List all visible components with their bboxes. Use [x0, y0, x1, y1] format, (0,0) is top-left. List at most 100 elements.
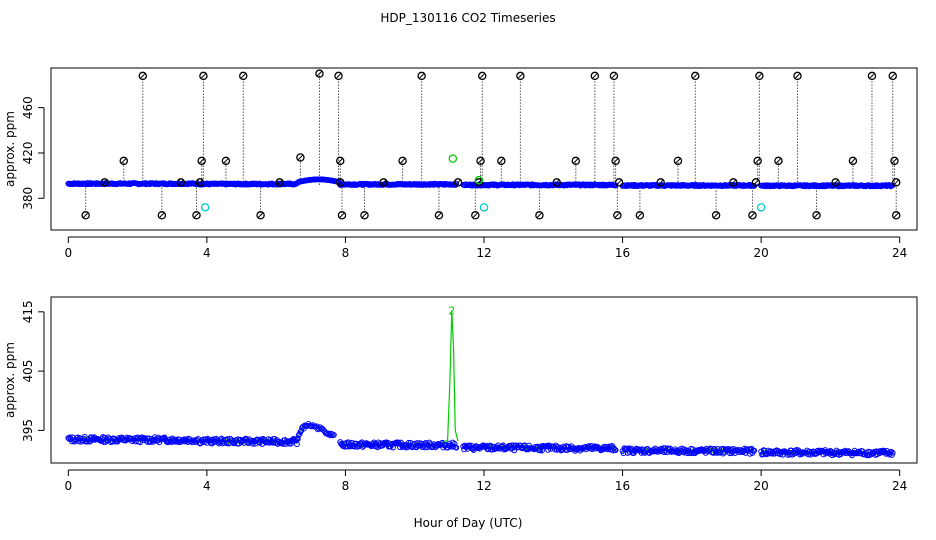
outlier-point-slash: [850, 158, 856, 164]
outlier-point: [831, 178, 840, 187]
outlier-point: [256, 211, 265, 220]
outlier-point: [157, 211, 167, 220]
outlier-point-slash: [193, 212, 200, 219]
data-point: [327, 432, 334, 439]
outlier-point: [478, 71, 487, 81]
y-axis-label: approx. ppm: [3, 342, 17, 418]
data-point: [694, 448, 700, 455]
outlier-point-slash: [553, 179, 560, 186]
data-point: [238, 439, 245, 445]
outlier-point-slash: [436, 212, 442, 219]
outlier-point: [891, 211, 901, 220]
outlier-point-slash: [337, 158, 344, 164]
outlier-point: [335, 156, 345, 166]
outlier-point-slash: [380, 179, 387, 186]
data-point: [598, 447, 605, 453]
y-tick-label: 415: [21, 300, 35, 323]
outlier-point: [434, 211, 444, 220]
outlier-point-slash: [517, 73, 524, 79]
outlier-point: [516, 71, 525, 81]
outlier-point: [793, 71, 802, 81]
outlier-point-slash: [692, 73, 699, 79]
outlier-point-slash: [754, 158, 761, 164]
outlier-point-slash: [889, 73, 896, 79]
outlier-point: [890, 156, 899, 166]
plot-frame: [50, 67, 918, 231]
outlier-point-slash: [276, 179, 283, 186]
outlier-point: [755, 71, 764, 81]
data-point: [395, 439, 402, 446]
outlier-point: [119, 156, 128, 166]
outlier-point: [656, 178, 665, 187]
data-point: [453, 444, 460, 451]
outlier-point-slash: [139, 73, 146, 79]
data-point: [751, 447, 758, 454]
flagged-point: [756, 203, 766, 212]
outlier-point-slash: [120, 158, 127, 164]
data-point: [612, 447, 619, 454]
outlier-point: [197, 156, 206, 166]
outlier-point-slash: [572, 158, 579, 164]
outlier-point: [753, 156, 762, 166]
outlier-point-slash: [475, 179, 482, 186]
x-tick-label: 24: [892, 246, 907, 260]
outlier-point-slash: [753, 179, 759, 186]
outlier-point: [138, 71, 148, 81]
outlier-point-slash: [832, 179, 839, 186]
highlight-point: [474, 175, 484, 185]
outlier-point-slash: [200, 73, 207, 79]
outlier-point: [774, 156, 783, 166]
x-tick-label: 0: [64, 246, 72, 260]
outlier-point-slash: [612, 158, 619, 164]
outlier-point: [192, 211, 201, 220]
outlier-point-slash: [477, 158, 484, 164]
outlier-point-slash: [637, 212, 643, 219]
outlier-point-slash: [316, 70, 323, 77]
outlier-point: [888, 71, 898, 81]
data-point: [113, 438, 120, 444]
outlier-point: [552, 178, 561, 187]
outlier-point-slash: [479, 73, 486, 79]
x-tick-label: 12: [476, 246, 491, 260]
outlier-point-slash: [893, 179, 900, 186]
outlier-point: [471, 211, 480, 220]
outlier-point-slash: [339, 212, 345, 219]
outlier-point: [571, 156, 581, 166]
top-panel: 0 4 8 12 16 20 24 380 420 460 approx. ppm: [3, 67, 918, 260]
outlier-point: [891, 178, 901, 187]
outlier-point: [812, 211, 821, 220]
x-tick-label: 0: [64, 479, 72, 493]
outlier-point-slash: [869, 73, 875, 79]
outlier-point: [848, 156, 858, 166]
x-tick-label: 24: [892, 479, 907, 493]
outlier-point: [474, 178, 484, 187]
outlier-point-slash: [101, 179, 108, 186]
plot-frame: [50, 296, 918, 464]
outlier-point-slash: [297, 154, 304, 161]
outlier-point: [497, 156, 506, 166]
outlier-point-slash: [794, 73, 801, 79]
highlight-point: [448, 154, 458, 163]
outlier-point-slash: [178, 179, 184, 186]
outlier-point: [239, 71, 248, 81]
y-tick-label: 380: [21, 187, 35, 210]
data-point: [330, 431, 337, 438]
outlier-point-slash: [399, 158, 406, 164]
outlier-point: [335, 178, 345, 187]
outlier-point: [360, 211, 369, 220]
outlier-point-slash: [158, 212, 165, 219]
x-tick-label: 4: [203, 479, 211, 493]
outlier-point-slash: [197, 179, 203, 186]
flagged-point: [200, 203, 210, 212]
outlier-point-slash: [891, 158, 898, 164]
outlier-point: [453, 178, 463, 187]
outlier-point: [611, 156, 620, 166]
outlier-point: [398, 156, 407, 166]
outlier-point: [417, 71, 426, 81]
outlier-point: [614, 178, 624, 187]
outlier-point: [100, 178, 109, 187]
outlier-point-slash: [455, 179, 461, 186]
outlier-point-slash: [498, 158, 505, 164]
outlier-point: [748, 211, 757, 220]
